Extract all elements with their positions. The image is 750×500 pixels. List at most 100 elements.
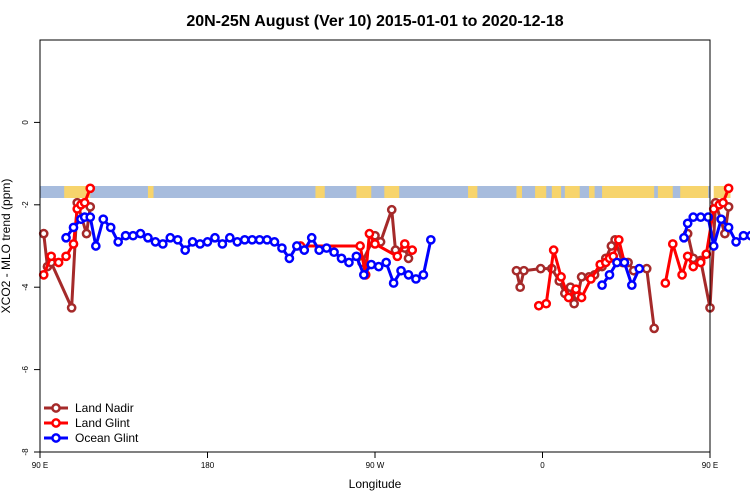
data-point	[397, 267, 404, 274]
chart-title: 20N-25N August (Ver 10) 2015-01-01 to 20…	[186, 13, 563, 30]
data-point	[256, 236, 263, 243]
data-point	[278, 244, 285, 251]
data-point	[152, 238, 159, 245]
legend-item: Land Nadir	[44, 401, 134, 415]
x-axis-label: Longitude	[349, 477, 402, 491]
data-point	[394, 253, 401, 260]
data-point	[697, 214, 704, 221]
data-point	[427, 236, 434, 243]
data-point	[308, 234, 315, 241]
land-patch	[516, 186, 522, 198]
data-point	[651, 325, 658, 332]
data-point	[68, 304, 75, 311]
y-tick-label: 0	[21, 120, 30, 125]
data-point	[513, 267, 520, 274]
land-patch	[552, 186, 561, 198]
data-point	[87, 185, 94, 192]
legend-swatch-marker	[52, 404, 59, 411]
data-point	[122, 232, 129, 239]
legend-swatch-marker	[52, 419, 59, 426]
data-point	[550, 247, 557, 254]
data-point	[81, 199, 88, 206]
data-point	[390, 279, 397, 286]
land-patch	[356, 186, 371, 198]
data-point	[537, 265, 544, 272]
data-point	[338, 255, 345, 262]
data-point	[263, 236, 270, 243]
data-point	[636, 265, 643, 272]
data-point	[366, 230, 373, 237]
y-tick-label: -6	[21, 365, 30, 373]
data-point	[598, 282, 605, 289]
data-point	[87, 214, 94, 221]
data-point	[606, 271, 613, 278]
data-point	[174, 236, 181, 243]
data-point	[182, 247, 189, 254]
series-layer	[40, 185, 750, 332]
data-point	[572, 286, 579, 293]
land-patch	[384, 186, 399, 198]
data-point	[62, 253, 69, 260]
x-tick-label: 90 E	[32, 461, 48, 470]
data-point	[353, 253, 360, 260]
data-point	[189, 238, 196, 245]
data-point	[345, 259, 352, 266]
y-tick-label: -4	[21, 283, 30, 291]
data-point	[271, 238, 278, 245]
land-patch	[565, 186, 580, 198]
data-point	[226, 234, 233, 241]
x-tick-label: 90 E	[702, 461, 718, 470]
data-point	[316, 247, 323, 254]
data-point	[249, 236, 256, 243]
data-point	[301, 247, 308, 254]
land-patch	[535, 186, 546, 198]
x-tick-label: 180	[201, 461, 215, 470]
data-point	[40, 271, 47, 278]
data-point	[517, 284, 524, 291]
data-point	[107, 224, 114, 231]
data-point	[578, 273, 585, 280]
data-point	[690, 263, 697, 270]
x-tick-label: 90 W	[366, 461, 385, 470]
data-point	[578, 294, 585, 301]
legend-item: Ocean Glint	[44, 431, 139, 445]
legend-label: Land Glint	[75, 416, 130, 430]
data-point	[62, 234, 69, 241]
land-patch	[680, 186, 708, 198]
data-point	[710, 242, 717, 249]
map-strip	[40, 186, 730, 198]
data-point	[412, 275, 419, 282]
legend-label: Ocean Glint	[75, 431, 139, 445]
data-point	[375, 263, 382, 270]
data-point	[286, 255, 293, 262]
data-point	[48, 253, 55, 260]
data-point	[293, 242, 300, 249]
data-point	[535, 302, 542, 309]
data-point	[703, 251, 710, 258]
data-point	[83, 230, 90, 237]
land-patch	[658, 186, 673, 198]
data-point	[669, 240, 676, 247]
data-point	[740, 232, 747, 239]
data-point	[543, 300, 550, 307]
data-point	[70, 240, 77, 247]
data-point	[420, 271, 427, 278]
data-point	[129, 232, 136, 239]
data-point	[725, 185, 732, 192]
series-line	[66, 217, 431, 283]
data-point	[137, 230, 144, 237]
land-patch	[602, 186, 654, 198]
data-point	[330, 249, 337, 256]
data-point	[211, 234, 218, 241]
data-point	[159, 240, 166, 247]
y-axis: 0-2-4-6-8	[21, 120, 40, 456]
data-point	[697, 259, 704, 266]
legend-swatch-marker	[52, 434, 59, 441]
data-point	[144, 234, 151, 241]
legend-item: Land Glint	[44, 416, 130, 430]
data-point	[628, 282, 635, 289]
data-point	[360, 271, 367, 278]
data-point	[92, 242, 99, 249]
data-point	[405, 271, 412, 278]
